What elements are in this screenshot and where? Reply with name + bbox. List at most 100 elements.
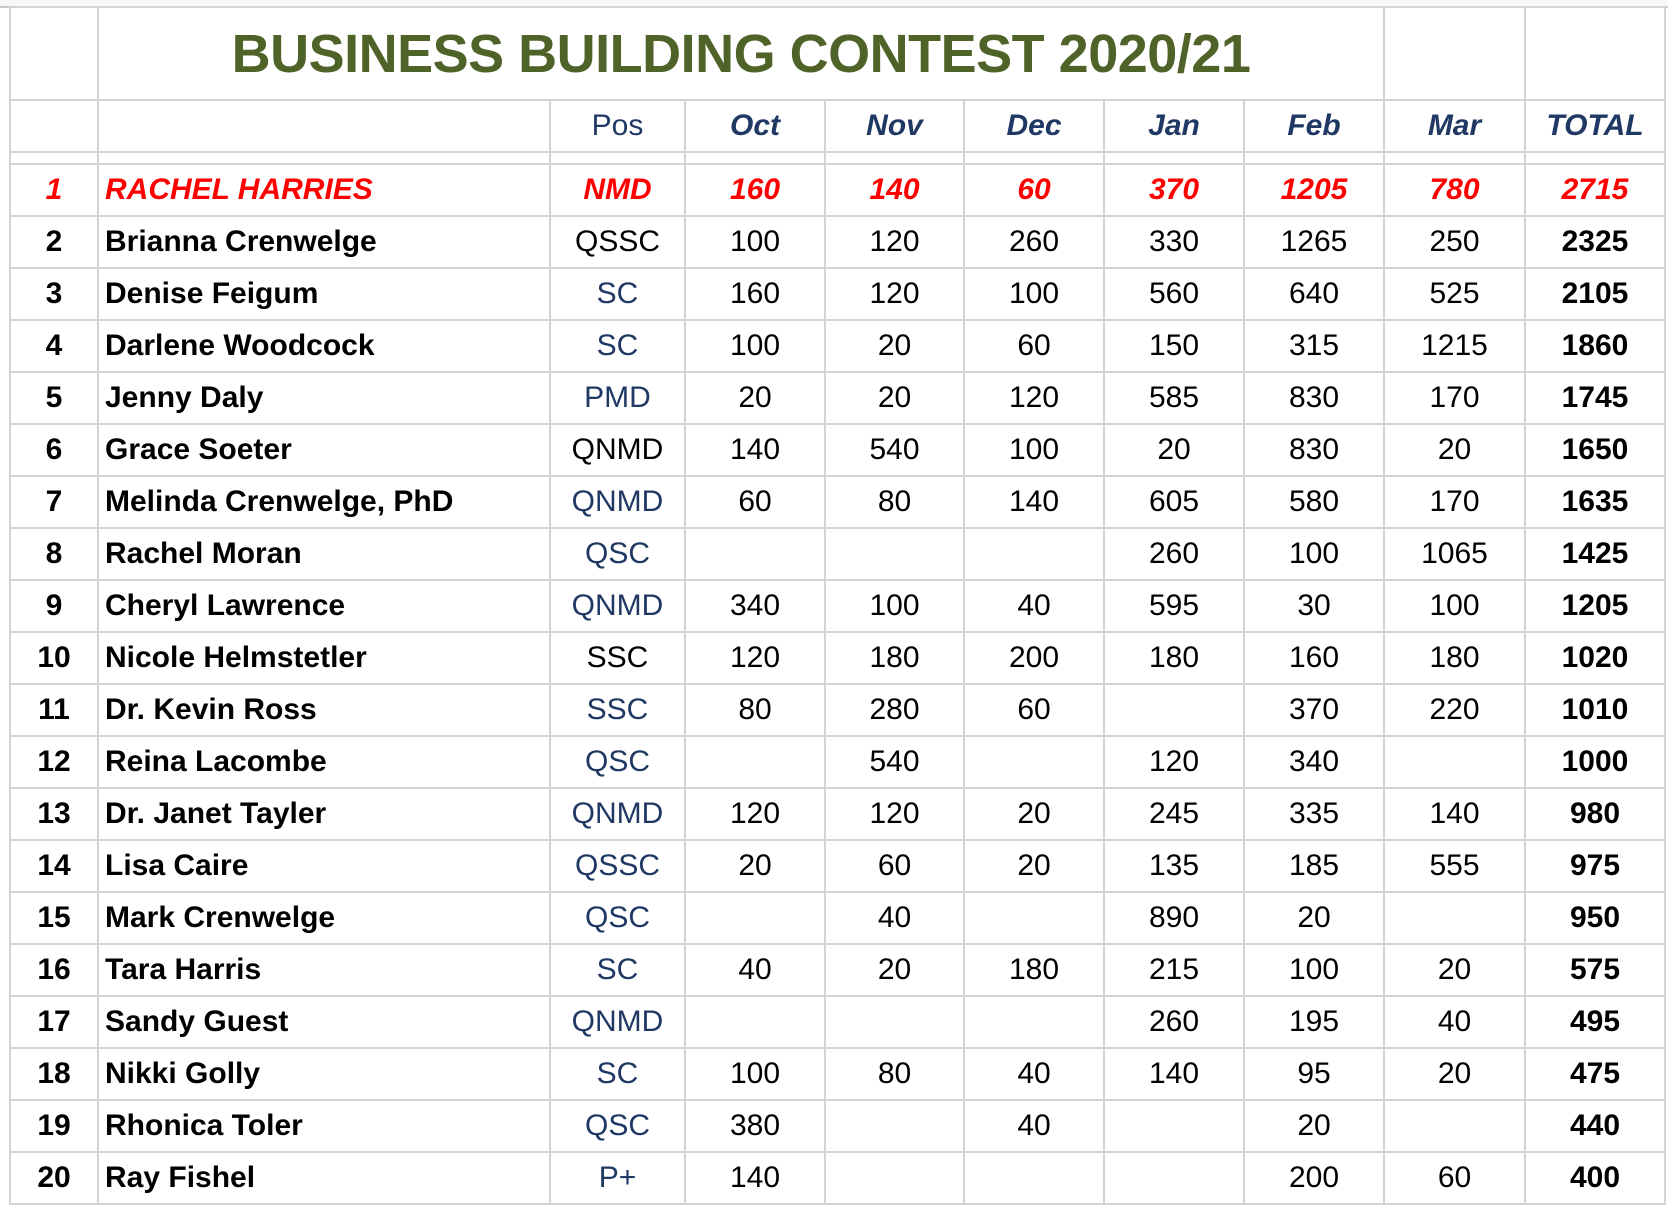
- dec-cell[interactable]: [963, 1151, 1105, 1205]
- rank-cell[interactable]: 6: [9, 423, 99, 477]
- feb-cell[interactable]: 30: [1243, 579, 1385, 633]
- total-cell[interactable]: 440: [1524, 1099, 1666, 1153]
- mar-cell[interactable]: 170: [1383, 371, 1526, 425]
- oct-cell[interactable]: [684, 735, 826, 789]
- oct-cell[interactable]: 80: [684, 683, 826, 737]
- jan-cell[interactable]: 595: [1103, 579, 1245, 633]
- name-cell[interactable]: Grace Soeter: [97, 423, 551, 477]
- pos-cell[interactable]: QNMD: [549, 579, 686, 633]
- total-cell[interactable]: 1650: [1524, 423, 1666, 477]
- feb-cell[interactable]: 830: [1243, 371, 1385, 425]
- nov-cell[interactable]: 280: [824, 683, 965, 737]
- pos-cell[interactable]: QSC: [549, 527, 686, 581]
- oct-cell[interactable]: [684, 995, 826, 1049]
- nov-cell[interactable]: 60: [824, 839, 965, 893]
- oct-cell[interactable]: 60: [684, 475, 826, 529]
- total-cell[interactable]: 1020: [1524, 631, 1666, 685]
- pos-cell[interactable]: SC: [549, 943, 686, 997]
- dec-cell[interactable]: 100: [963, 267, 1105, 321]
- dec-cell[interactable]: [963, 891, 1105, 945]
- nov-cell[interactable]: 120: [824, 787, 965, 841]
- cell[interactable]: [1383, 6, 1526, 101]
- jan-cell[interactable]: 150: [1103, 319, 1245, 373]
- rank-cell[interactable]: 13: [9, 787, 99, 841]
- cell[interactable]: [1524, 6, 1666, 101]
- header-dec[interactable]: Dec: [963, 99, 1105, 153]
- dec-cell[interactable]: 20: [963, 787, 1105, 841]
- nov-cell[interactable]: 80: [824, 475, 965, 529]
- mar-cell[interactable]: [1383, 891, 1526, 945]
- pos-cell[interactable]: SC: [549, 267, 686, 321]
- oct-cell[interactable]: 140: [684, 423, 826, 477]
- rank-cell[interactable]: 12: [9, 735, 99, 789]
- feb-cell[interactable]: 185: [1243, 839, 1385, 893]
- jan-cell[interactable]: 135: [1103, 839, 1245, 893]
- mar-cell[interactable]: 1065: [1383, 527, 1526, 581]
- pos-cell[interactable]: QNMD: [549, 475, 686, 529]
- cell[interactable]: [1243, 151, 1385, 165]
- header-jan[interactable]: Jan: [1103, 99, 1245, 153]
- dec-cell[interactable]: 40: [963, 1099, 1105, 1153]
- oct-cell[interactable]: [684, 527, 826, 581]
- feb-cell[interactable]: 95: [1243, 1047, 1385, 1101]
- mar-cell[interactable]: 60: [1383, 1151, 1526, 1205]
- header-feb[interactable]: Feb: [1243, 99, 1385, 153]
- mar-cell[interactable]: 170: [1383, 475, 1526, 529]
- dec-cell[interactable]: 260: [963, 215, 1105, 269]
- total-cell[interactable]: 950: [1524, 891, 1666, 945]
- jan-cell[interactable]: 245: [1103, 787, 1245, 841]
- cell[interactable]: [97, 99, 551, 153]
- name-cell[interactable]: Tara Harris: [97, 943, 551, 997]
- mar-cell[interactable]: 20: [1383, 1047, 1526, 1101]
- rank-cell[interactable]: 4: [9, 319, 99, 373]
- name-cell[interactable]: Jenny Daly: [97, 371, 551, 425]
- pos-cell[interactable]: QNMD: [549, 787, 686, 841]
- oct-cell[interactable]: 40: [684, 943, 826, 997]
- feb-cell[interactable]: 1205: [1243, 163, 1385, 217]
- feb-cell[interactable]: 640: [1243, 267, 1385, 321]
- total-cell[interactable]: 1745: [1524, 371, 1666, 425]
- nov-cell[interactable]: 100: [824, 579, 965, 633]
- nov-cell[interactable]: 120: [824, 215, 965, 269]
- pos-cell[interactable]: SC: [549, 319, 686, 373]
- name-cell[interactable]: Denise Feigum: [97, 267, 551, 321]
- cell[interactable]: [1103, 151, 1245, 165]
- mar-cell[interactable]: 180: [1383, 631, 1526, 685]
- mar-cell[interactable]: 555: [1383, 839, 1526, 893]
- jan-cell[interactable]: 180: [1103, 631, 1245, 685]
- total-cell[interactable]: 2325: [1524, 215, 1666, 269]
- feb-cell[interactable]: 195: [1243, 995, 1385, 1049]
- name-cell[interactable]: RACHEL HARRIES: [97, 163, 551, 217]
- cell[interactable]: [9, 99, 99, 153]
- mar-cell[interactable]: [1383, 1099, 1526, 1153]
- header-oct[interactable]: Oct: [684, 99, 826, 153]
- jan-cell[interactable]: [1103, 1099, 1245, 1153]
- name-cell[interactable]: Darlene Woodcock: [97, 319, 551, 373]
- jan-cell[interactable]: 585: [1103, 371, 1245, 425]
- nov-cell[interactable]: 540: [824, 423, 965, 477]
- feb-cell[interactable]: 335: [1243, 787, 1385, 841]
- rank-cell[interactable]: 11: [9, 683, 99, 737]
- nov-cell[interactable]: 80: [824, 1047, 965, 1101]
- oct-cell[interactable]: 20: [684, 371, 826, 425]
- rank-cell[interactable]: 7: [9, 475, 99, 529]
- nov-cell[interactable]: 20: [824, 319, 965, 373]
- nov-cell[interactable]: [824, 1151, 965, 1205]
- cell[interactable]: [1524, 151, 1666, 165]
- header-total[interactable]: TOTAL: [1524, 99, 1666, 153]
- jan-cell[interactable]: 120: [1103, 735, 1245, 789]
- jan-cell[interactable]: 260: [1103, 527, 1245, 581]
- nov-cell[interactable]: 140: [824, 163, 965, 217]
- rank-cell[interactable]: 8: [9, 527, 99, 581]
- rank-cell[interactable]: 9: [9, 579, 99, 633]
- mar-cell[interactable]: [1383, 735, 1526, 789]
- name-cell[interactable]: Rhonica Toler: [97, 1099, 551, 1153]
- jan-cell[interactable]: 605: [1103, 475, 1245, 529]
- feb-cell[interactable]: 20: [1243, 1099, 1385, 1153]
- oct-cell[interactable]: 120: [684, 787, 826, 841]
- name-cell[interactable]: Nicole Helmstetler: [97, 631, 551, 685]
- nov-cell[interactable]: [824, 1099, 965, 1153]
- dec-cell[interactable]: [963, 995, 1105, 1049]
- jan-cell[interactable]: 140: [1103, 1047, 1245, 1101]
- pos-cell[interactable]: QNMD: [549, 423, 686, 477]
